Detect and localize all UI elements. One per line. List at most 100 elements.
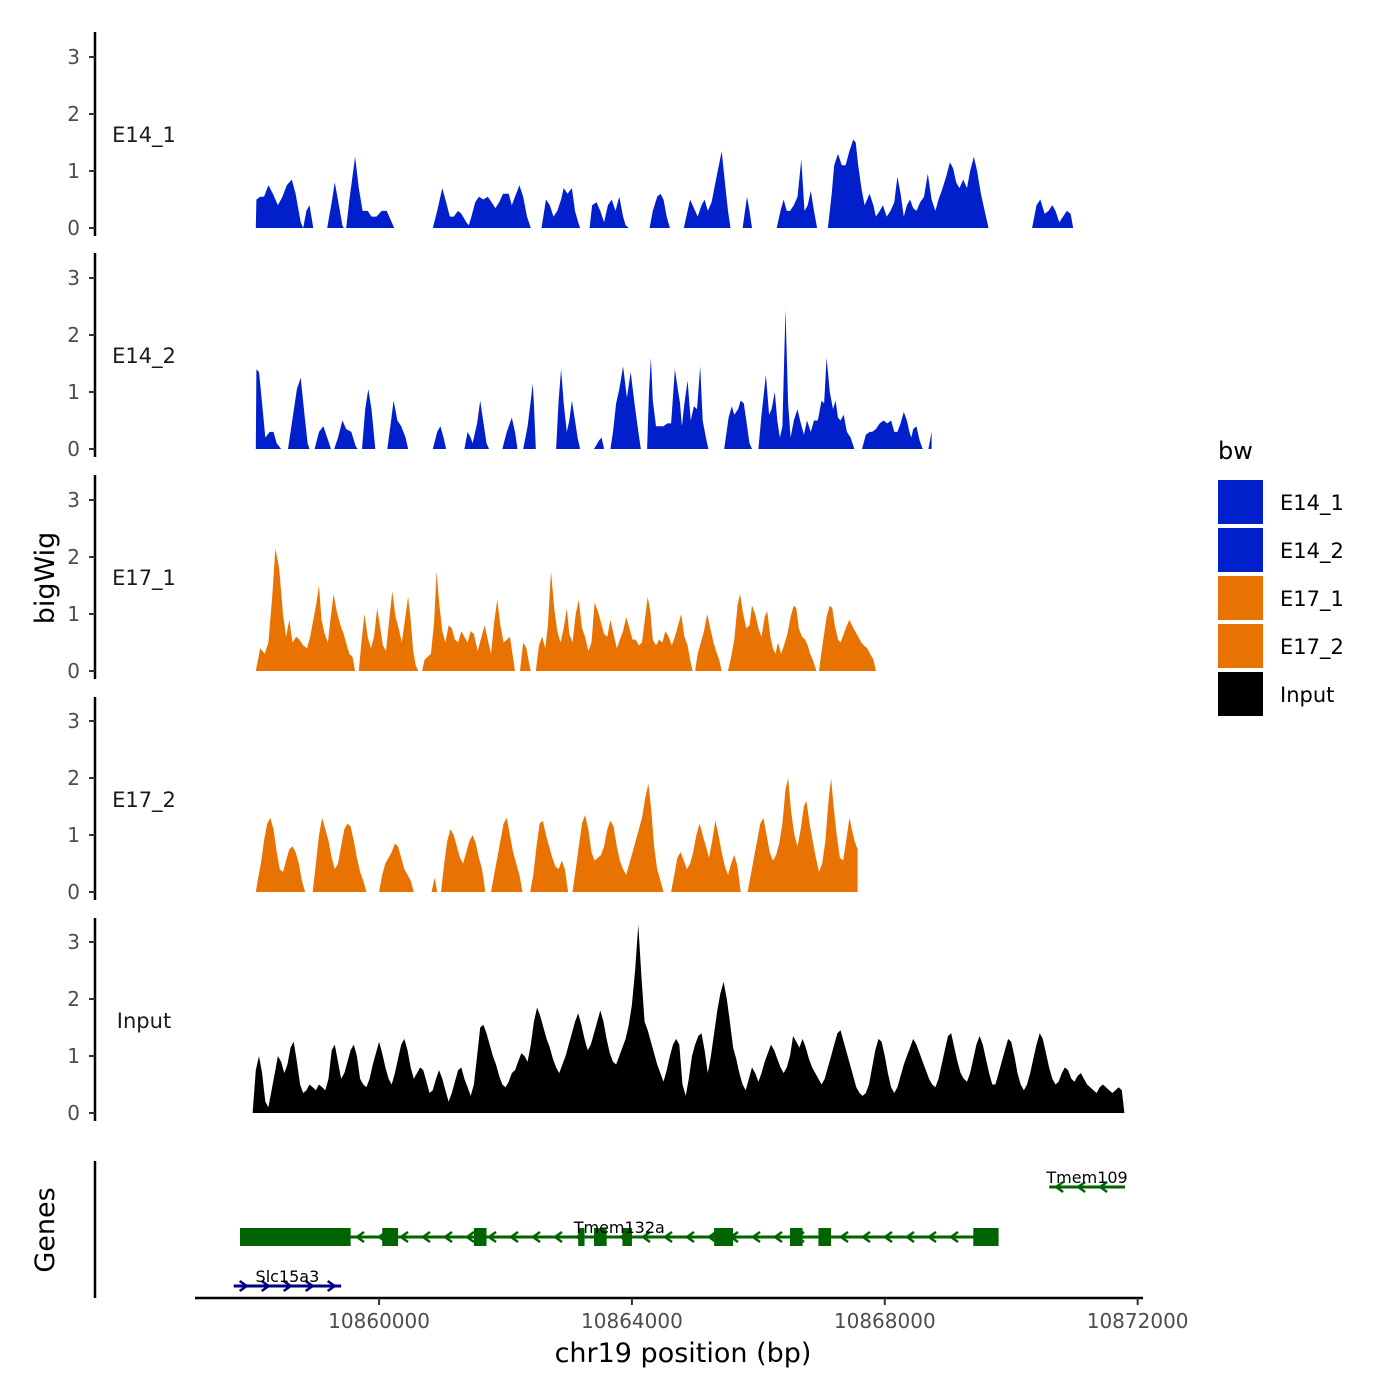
y-tick-label: 3 [67, 45, 80, 69]
coverage-area [649, 193, 670, 228]
x-tick-label: 10872000 [1087, 1309, 1189, 1333]
strand-arrow [326, 1279, 337, 1293]
track-input: 0 1 2 3 Input [67, 918, 1125, 1125]
coverage-area [819, 605, 876, 671]
coverage-area [695, 614, 722, 671]
legend-label: E14_1 [1280, 491, 1344, 516]
y-tick-label: 0 [67, 216, 80, 240]
y-tick-label: 0 [67, 880, 80, 904]
coverage-area [491, 817, 523, 892]
legend-entry-e17_2: E17_2 [1218, 624, 1344, 668]
gene-label: Tmem132a [573, 1218, 665, 1237]
legend-label: E17_1 [1280, 587, 1344, 612]
legend-label: Input [1280, 683, 1334, 707]
strand-arrow [860, 1230, 871, 1244]
gene-tmem132a: Tmem132a [240, 1218, 999, 1246]
coverage-area [334, 420, 358, 449]
strand-arrow [706, 1230, 717, 1244]
track-e14_2: 0 1 2 3 E14_2 [67, 253, 932, 461]
coverage-area [572, 783, 664, 892]
coverage-area [441, 829, 486, 892]
y-tick-label: 3 [67, 930, 80, 954]
coverage-area [556, 369, 581, 449]
exon [622, 1228, 632, 1246]
strand-arrow [486, 1230, 497, 1244]
coverage-area [724, 400, 752, 449]
coverage-area [312, 817, 367, 892]
coverage-area [387, 400, 409, 449]
gene-slc15a3: Slc15a3 [233, 1267, 342, 1293]
coverage-area [647, 357, 709, 449]
strand-arrow [442, 1230, 453, 1244]
strand-arrow [882, 1230, 893, 1244]
strand-arrow [640, 1230, 651, 1244]
coverage-area [464, 400, 490, 449]
x-axis-title: chr19 position (bp) [555, 1338, 812, 1369]
y-tick-label: 0 [67, 437, 80, 461]
legend-entry-e17_1: E17_1 [1218, 576, 1344, 620]
strand-arrow [508, 1230, 519, 1244]
y-tick-label: 1 [67, 602, 80, 626]
bigwig-tracks: 0 1 2 3 E14_1 0 1 2 3 E14_2 0 1 2 3 E17_1 0 1 2 3 E17_2 0 1 2 3… [67, 32, 1125, 1125]
coverage-area [288, 377, 310, 449]
coverage-area [728, 594, 817, 671]
legend-swatch [1218, 480, 1263, 524]
legend: bw E14_1 E14_2 E17_1 E17_2 Input [1218, 437, 1344, 716]
legend-entries: E14_1 E14_2 E17_1 E17_2 Input [1218, 480, 1344, 716]
coverage-area [683, 151, 731, 228]
coverage-area [928, 431, 932, 449]
strand-arrow [464, 1230, 475, 1244]
coverage-area [594, 437, 605, 449]
exon [594, 1228, 607, 1246]
strand-arrow [662, 1230, 673, 1244]
legend-entry-input: Input [1218, 672, 1334, 716]
y-tick-label: 2 [67, 766, 80, 790]
legend-swatch [1218, 528, 1263, 572]
coverage-area [255, 179, 304, 228]
gene-label: Slc15a3 [256, 1267, 320, 1286]
exon [240, 1228, 338, 1246]
y-tick-label: 2 [67, 102, 80, 126]
track-label: E14_2 [112, 344, 176, 369]
exon [578, 1228, 585, 1246]
track-e17_2: 0 1 2 3 E17_2 [67, 697, 858, 904]
y-tick-label: 2 [67, 987, 80, 1011]
exon [818, 1228, 832, 1246]
exon [337, 1228, 351, 1246]
gene-tmem109: Tmem109 [1045, 1168, 1128, 1194]
strand-arrow [260, 1279, 271, 1293]
x-axis-ticks: 10860000 10864000 10868000 10872000 [328, 1298, 1189, 1333]
exon [714, 1228, 734, 1246]
track-label: E17_2 [112, 788, 176, 813]
strand-arrow [684, 1230, 695, 1244]
coverage-area [255, 548, 356, 671]
coverage-area [541, 188, 581, 228]
strand-arrow [354, 1230, 365, 1244]
y-tick-label: 2 [67, 323, 80, 347]
strand-arrow [948, 1230, 959, 1244]
y-tick-label: 1 [67, 159, 80, 183]
strand-arrow [1075, 1180, 1086, 1194]
coverage-area [776, 159, 818, 228]
coverage-area [502, 417, 518, 449]
strand-arrow [926, 1230, 937, 1244]
coverage-area [827, 139, 989, 228]
y-tick-label: 1 [67, 380, 80, 404]
coverage-area [379, 843, 414, 892]
y-axis-title: bigWig [30, 532, 61, 625]
gene-track: Slc15a3 Tmem132a Tmem109 [93, 1161, 1128, 1298]
x-tick-label: 10868000 [834, 1309, 936, 1333]
coverage-area [422, 571, 515, 671]
y-tick-label: 3 [67, 488, 80, 512]
strand-arrow [420, 1230, 431, 1244]
track-e14_1: 0 1 2 3 E14_1 [67, 32, 1074, 240]
coverage-area [346, 156, 395, 228]
exon [382, 1228, 399, 1246]
legend-label: E17_2 [1280, 635, 1344, 660]
y-tick-label: 0 [67, 1101, 80, 1125]
track-label: Input [117, 1009, 171, 1033]
genes-axis-title: Genes [30, 1187, 61, 1272]
coverage-area [862, 411, 923, 449]
track-label: E17_1 [112, 566, 176, 591]
track-e17_1: 0 1 2 3 E17_1 [67, 475, 876, 683]
